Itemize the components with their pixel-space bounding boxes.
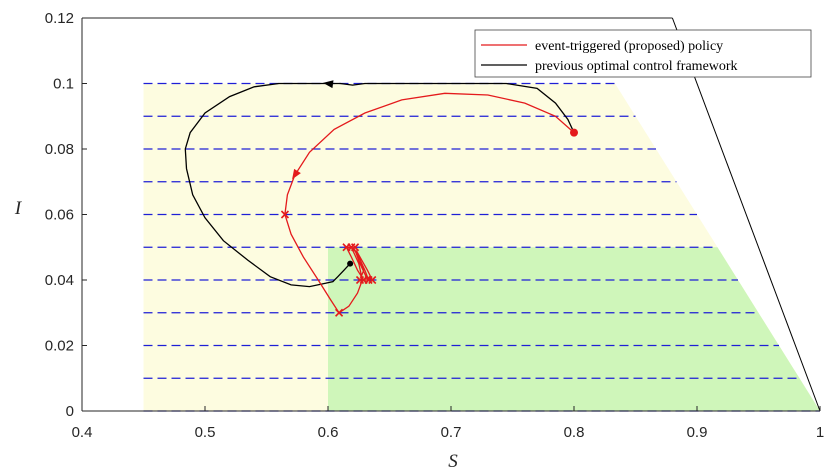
x-tick-label: 0.7 <box>441 424 462 441</box>
region-green <box>328 247 820 411</box>
y-tick-label: 0.06 <box>45 207 74 224</box>
boundary-line-group <box>671 17 821 412</box>
x-tick-label: 0.6 <box>318 424 339 441</box>
series-marker-event-triggered <box>350 243 360 252</box>
x-tick-label: 1 <box>816 424 824 441</box>
legend-label-event-triggered: event-triggered (proposed) policy <box>535 39 723 54</box>
y-tick-label: 0.04 <box>45 272 74 289</box>
y-tick-label: 0.02 <box>45 338 74 355</box>
axes <box>81 17 821 412</box>
series-marker-event-triggered <box>335 308 344 317</box>
legend-label-previous-framework: previous optimal control framework <box>535 59 738 74</box>
y-tick-label: 0.08 <box>45 141 74 158</box>
x-tick-label: 0.4 <box>72 424 93 441</box>
y-tick-label: 0.12 <box>45 10 74 27</box>
tick-labels: 0.4 0.5 0.6 0.7 0.8 0.9 1 0 0.02 0.04 0.06 0.08 0.1 0… <box>45 10 824 441</box>
y-tick-label: 0.1 <box>53 76 74 93</box>
series-line-previous-framework <box>184 82 575 288</box>
x-axis-label: S <box>448 451 458 471</box>
x-tick-label: 0.8 <box>564 424 585 441</box>
series-arrow-previous-framework <box>323 80 334 89</box>
y-axis-label: I <box>14 198 23 219</box>
series-arrow-event-triggered <box>292 168 301 180</box>
series-end-previous-framework <box>347 260 354 267</box>
y-tick-label: 0 <box>66 403 74 420</box>
boundary-line <box>671 17 821 412</box>
x-tick-label: 0.9 <box>687 424 708 441</box>
series-group <box>184 80 578 317</box>
legend-box <box>474 29 812 78</box>
series-marker-event-triggered <box>280 210 290 219</box>
series-marker-event-triggered <box>368 275 377 285</box>
x-tick-label: 0.5 <box>195 424 216 441</box>
series-start-point <box>570 128 578 137</box>
legend: event-triggered (proposed) policy previo… <box>474 29 812 78</box>
